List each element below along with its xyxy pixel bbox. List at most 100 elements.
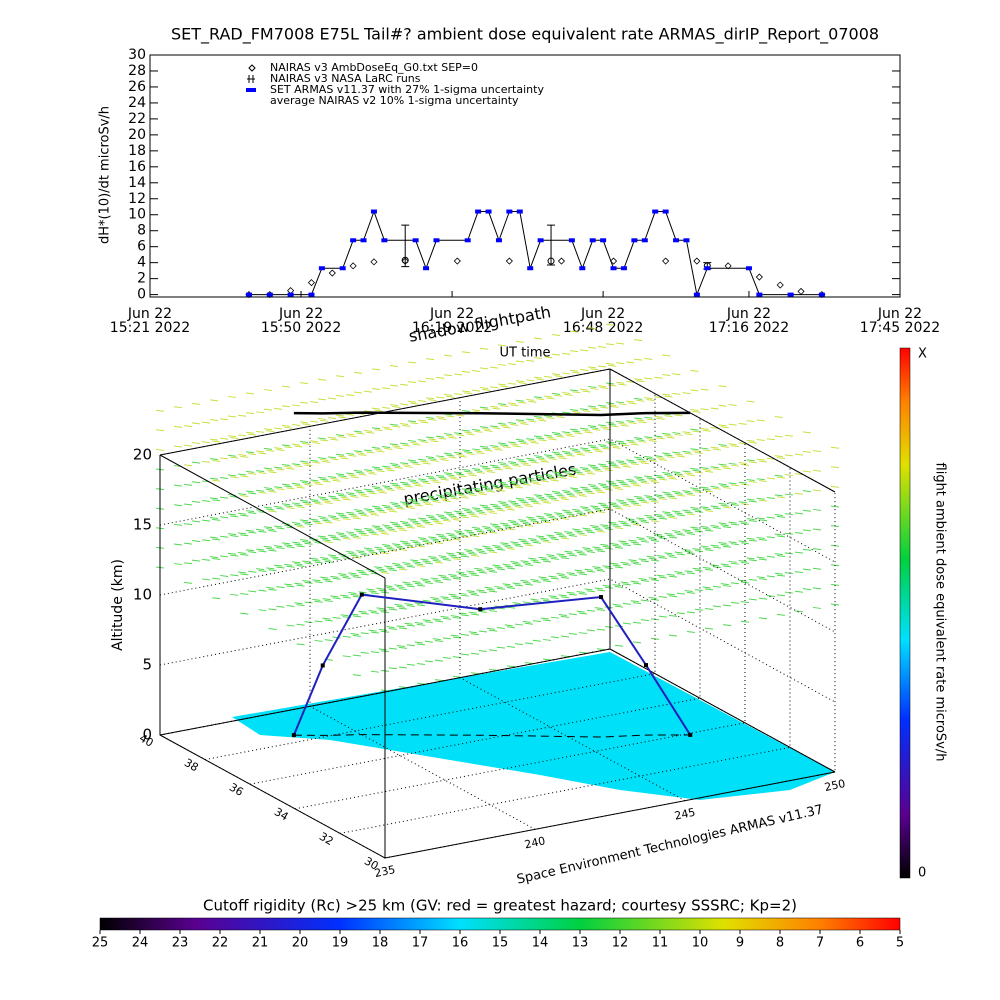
particle (424, 621, 433, 624)
particle (220, 457, 229, 460)
particle (202, 539, 211, 542)
particle (394, 486, 403, 489)
particle (720, 563, 729, 566)
particle (562, 470, 571, 473)
particle (700, 506, 709, 509)
particle (314, 483, 323, 486)
particle (710, 446, 719, 449)
particle (587, 483, 597, 486)
particle (436, 494, 445, 497)
particle (416, 584, 426, 587)
particle (478, 650, 487, 653)
particle (554, 375, 563, 378)
particle (664, 395, 673, 398)
particle (550, 499, 559, 502)
particle (302, 462, 311, 465)
particle (830, 583, 840, 586)
particle (332, 499, 341, 502)
data-point (266, 292, 273, 297)
particle (328, 495, 337, 498)
particle (155, 409, 165, 412)
particle (569, 408, 579, 411)
particle (576, 492, 585, 495)
data-point (662, 209, 669, 214)
particle (722, 486, 732, 489)
particle (590, 427, 599, 430)
particle (694, 510, 703, 513)
particle (646, 555, 655, 558)
particle (396, 586, 405, 589)
particle (574, 471, 583, 474)
particle (794, 531, 804, 534)
particle (461, 508, 471, 511)
particle (590, 446, 599, 449)
particle (500, 542, 509, 545)
particle (342, 635, 351, 638)
particle (497, 344, 507, 347)
particle (648, 557, 657, 560)
particle (536, 476, 545, 479)
z-tick-label: 10 (133, 586, 152, 604)
particle (504, 487, 513, 490)
particle (756, 478, 765, 481)
particle (350, 554, 359, 557)
particle (600, 465, 609, 468)
particle (582, 390, 591, 393)
particle (704, 549, 714, 552)
particle (533, 415, 543, 418)
particle (155, 429, 165, 432)
particle (442, 519, 451, 522)
particle (544, 493, 553, 496)
particle (582, 488, 591, 491)
particle (586, 531, 595, 534)
particle (524, 544, 534, 547)
particle (766, 555, 775, 558)
particle (658, 517, 667, 520)
particle (558, 496, 567, 499)
particle (664, 415, 673, 418)
particle (248, 511, 257, 514)
particle (694, 530, 703, 533)
particle (578, 494, 588, 497)
particle (518, 421, 527, 424)
particle (646, 516, 655, 519)
particle (418, 537, 427, 540)
data-line (248, 210, 822, 297)
particle (638, 578, 647, 581)
particle (668, 536, 678, 539)
particle (227, 533, 237, 536)
particle (458, 475, 467, 478)
particle (556, 416, 565, 419)
particle (452, 518, 462, 521)
particle (722, 584, 732, 587)
particle (492, 446, 501, 449)
particle (690, 526, 699, 529)
x-tick-label: 5 (896, 936, 904, 951)
particle (299, 401, 309, 404)
particle (472, 487, 481, 490)
particle (562, 372, 571, 375)
particle (392, 425, 401, 428)
particle (710, 564, 719, 567)
particle (626, 439, 635, 442)
particle (658, 458, 667, 461)
x-tick-label: 22 (212, 936, 229, 951)
x-tick-label: 17 (412, 936, 429, 951)
x-tick-label: 21 (252, 936, 269, 951)
particle (508, 363, 517, 366)
particle (544, 395, 553, 398)
particle (776, 574, 786, 577)
particle (638, 440, 647, 443)
particle (422, 501, 431, 504)
particle (414, 621, 423, 624)
particle (730, 484, 739, 487)
particle (584, 470, 593, 473)
particle (656, 417, 665, 420)
particle (766, 438, 775, 441)
particle (438, 437, 447, 440)
particle (258, 550, 267, 553)
particle (702, 468, 711, 471)
particle (371, 446, 381, 449)
particle (488, 590, 498, 593)
particle (690, 467, 699, 470)
